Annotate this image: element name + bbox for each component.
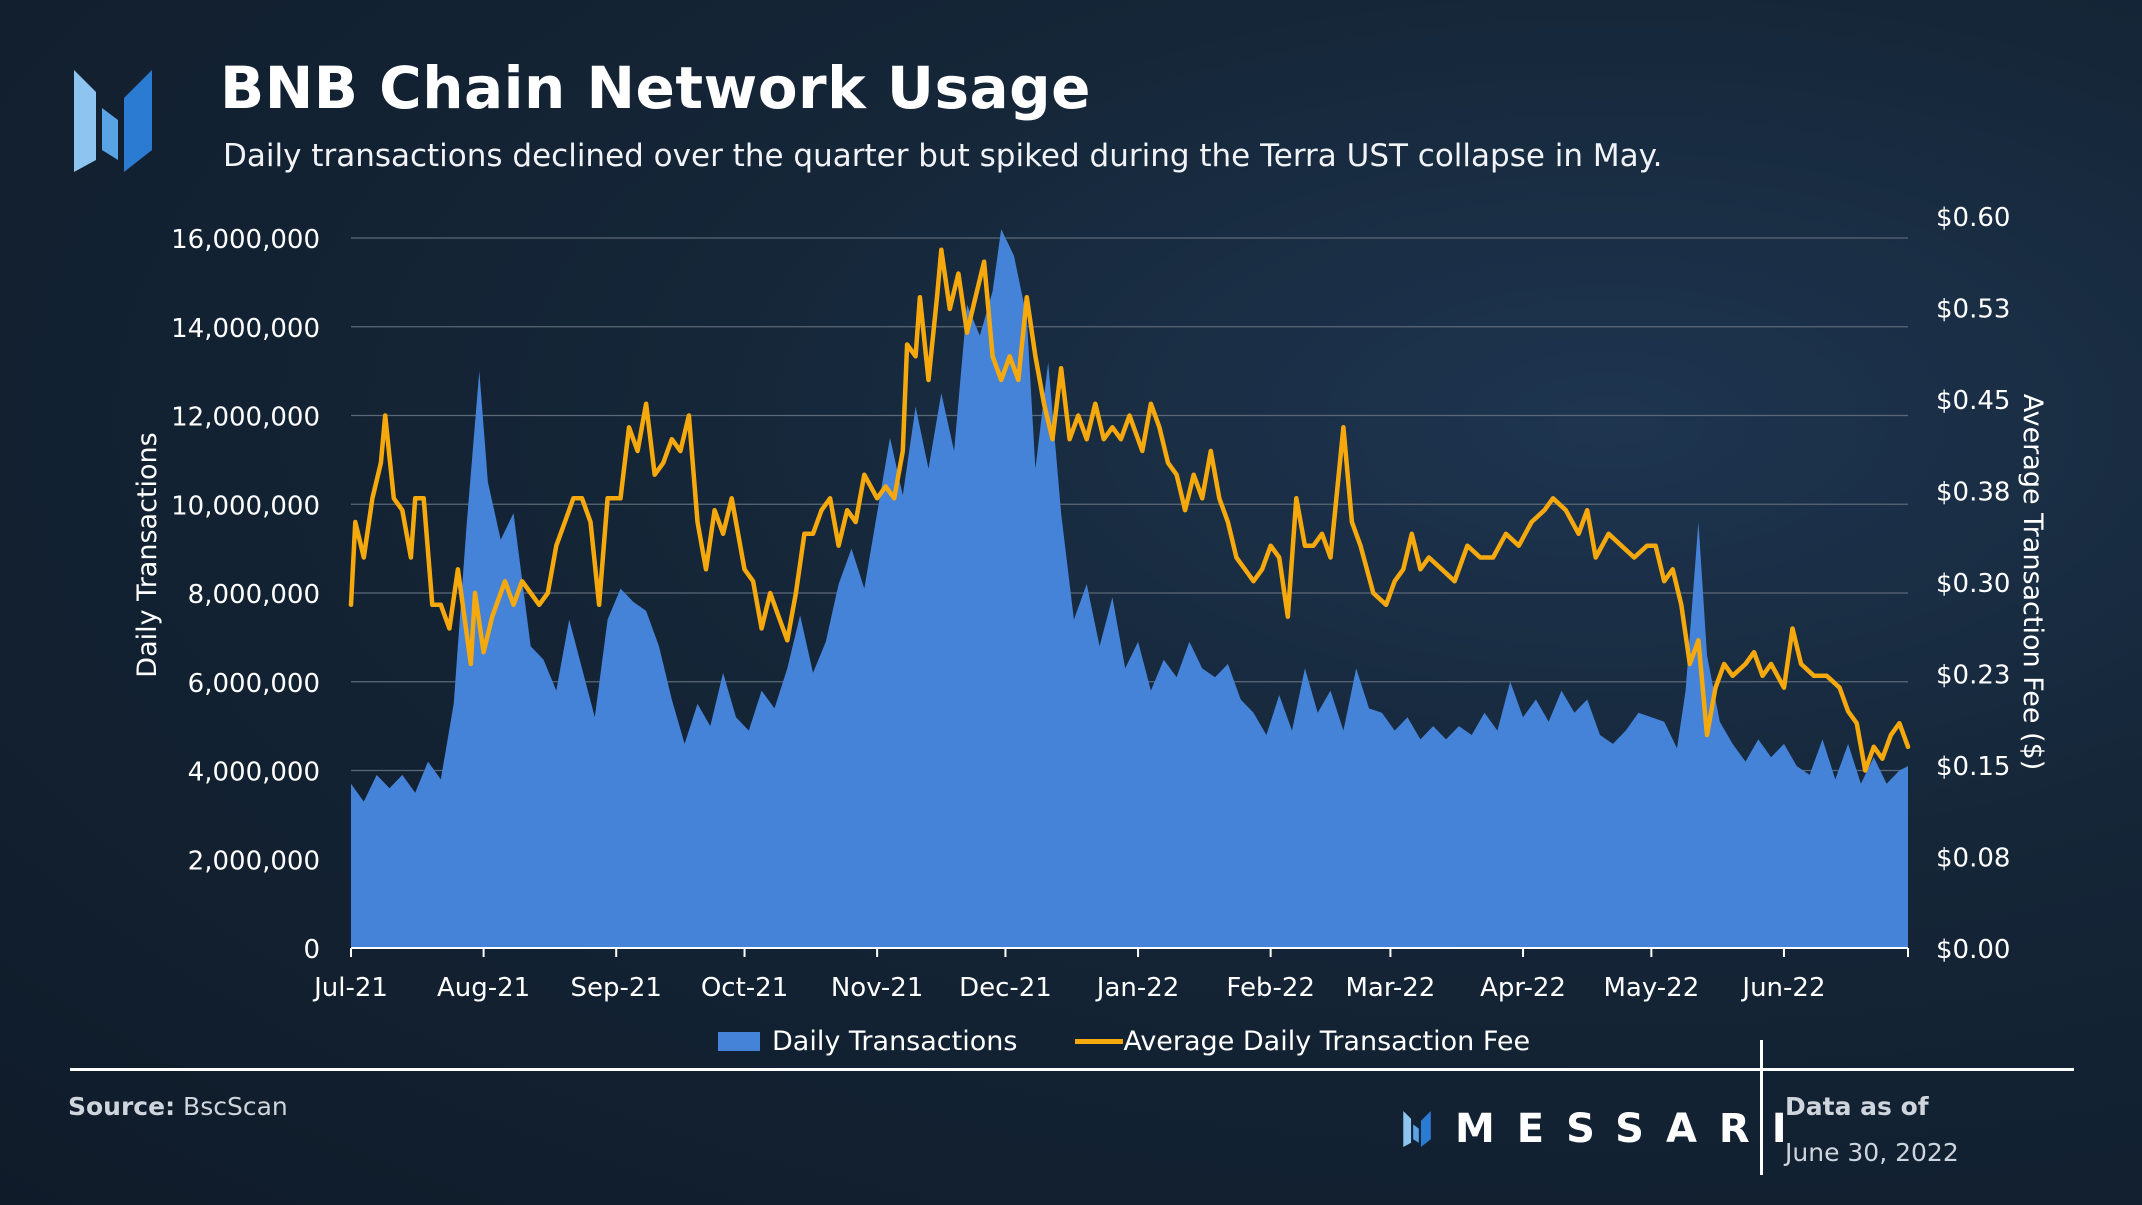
average-fee-line — [348, 247, 1911, 773]
chart: 0 2,000,000 4,000,000 6,000,000 8,000,000 10,… — [132, 203, 2048, 1003]
x-tick-label: Nov-21 — [831, 973, 924, 1003]
x-tick-label: Aug-21 — [437, 973, 530, 1003]
x-tick-label: Oct-21 — [701, 973, 788, 1003]
legend-area-swatch — [718, 1032, 760, 1051]
y-left-tick-label: 6,000,000 — [188, 669, 320, 699]
data-as-of-date: June 30, 2022 — [1785, 1138, 1959, 1167]
footer-vertical-divider — [1760, 1040, 1763, 1175]
y-right-tick-label: $0.00 — [1936, 935, 2010, 965]
source-note: Source: BscScan — [68, 1092, 288, 1121]
y-right-tick-label: $0.45 — [1936, 386, 2010, 416]
brand-name: MESSARI — [1455, 1106, 1809, 1152]
y-right-tick-label: $0.53 — [1936, 295, 2010, 325]
area-series-layer — [351, 229, 1908, 949]
y-right-tick-label: $0.23 — [1936, 661, 2010, 691]
x-tick-label: Jan-22 — [1095, 973, 1180, 1003]
y-right-tick-label: $0.38 — [1936, 478, 2010, 508]
axes-layer: 0 2,000,000 4,000,000 6,000,000 8,000,000 10,… — [132, 203, 2048, 1003]
brand-mark: MESSARI — [1403, 1106, 1809, 1152]
x-tick-label: Dec-21 — [959, 973, 1052, 1003]
y-left-tick-label: 12,000,000 — [171, 403, 320, 433]
legend-label-transactions: Daily Transactions — [772, 1026, 1018, 1057]
y-left-tick-label: 8,000,000 — [188, 580, 320, 610]
daily-transactions-area — [351, 229, 1908, 949]
footer-divider — [70, 1068, 2074, 1071]
x-tick-label: May-22 — [1603, 973, 1699, 1003]
legend-item-fee: Average Daily Transaction Fee — [1075, 1026, 1530, 1057]
y-right-tick-label: $0.15 — [1936, 752, 2010, 782]
y-left-tick-label: 2,000,000 — [188, 846, 320, 876]
x-tick-label: Jul-21 — [312, 973, 388, 1003]
y-right-axis-title: Average Transaction Fee ($) — [2017, 394, 2048, 771]
x-tick-label: Apr-22 — [1480, 973, 1566, 1003]
x-tick-label: Mar-22 — [1345, 973, 1435, 1003]
line-series-layer — [348, 247, 1911, 773]
legend: Daily Transactions Average Daily Transac… — [718, 1026, 1588, 1057]
data-as-of-label: Data as of — [1785, 1092, 1929, 1121]
x-tick-label: Sep-21 — [570, 973, 661, 1003]
y-left-tick-label: 0 — [303, 935, 320, 965]
y-right-tick-label: $0.30 — [1936, 569, 2010, 599]
y-left-axis-title: Daily Transactions — [132, 432, 163, 677]
legend-line-swatch — [1075, 1039, 1124, 1044]
messari-logo-icon — [74, 70, 152, 172]
y-right-tick-label: $0.08 — [1936, 844, 2010, 874]
y-left-tick-label: 14,000,000 — [171, 314, 320, 344]
y-left-tick-label: 4,000,000 — [188, 758, 320, 788]
source-label: Source: — [68, 1092, 176, 1121]
legend-item-transactions: Daily Transactions — [718, 1026, 1017, 1057]
x-tick-label: Feb-22 — [1226, 973, 1315, 1003]
x-tick-label: Jun-22 — [1740, 973, 1825, 1003]
legend-label-fee: Average Daily Transaction Fee — [1123, 1026, 1531, 1057]
chart-subtitle: Daily transactions declined over the qua… — [223, 138, 1663, 174]
messari-small-logo-icon — [1403, 1111, 1431, 1147]
y-right-tick-label: $0.60 — [1936, 203, 2010, 233]
chart-title: BNB Chain Network Usage — [220, 54, 1092, 122]
source-value: BscScan — [183, 1092, 288, 1121]
y-left-tick-label: 10,000,000 — [171, 491, 320, 521]
y-left-tick-label: 16,000,000 — [171, 225, 320, 255]
